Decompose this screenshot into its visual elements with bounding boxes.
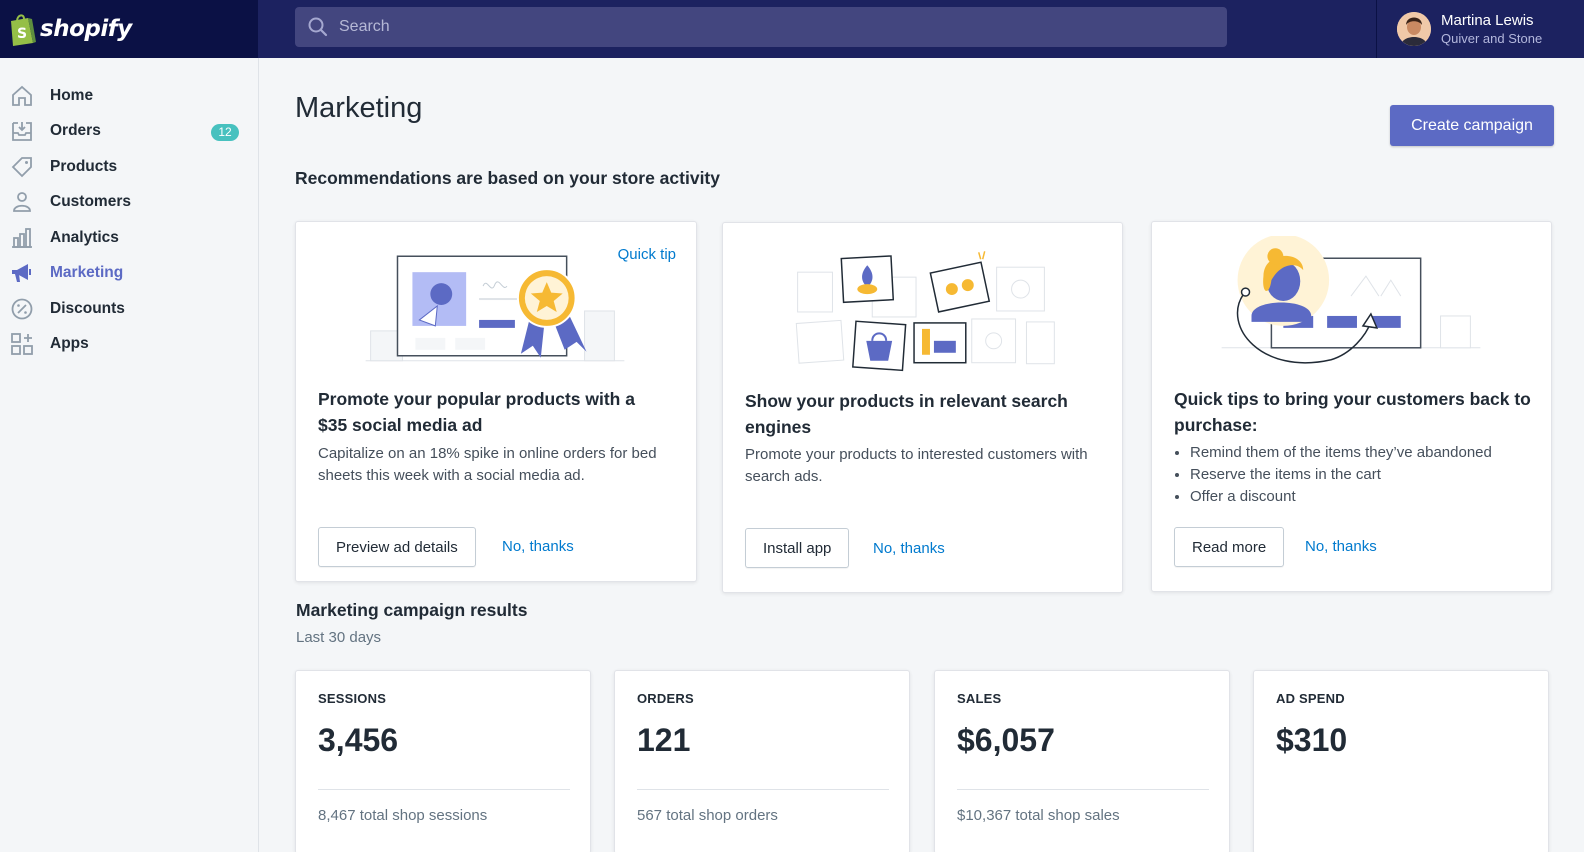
store-name: Quiver and Stone bbox=[1441, 30, 1543, 46]
stat-label: SESSIONS bbox=[318, 691, 387, 706]
stat-total: 567 total shop orders bbox=[637, 807, 778, 824]
card-description: Promote your products to interested cust… bbox=[745, 446, 1088, 485]
dismiss-link[interactable]: No, thanks bbox=[502, 538, 574, 555]
sidebar-item-label: Analytics bbox=[50, 228, 119, 246]
search-icon bbox=[308, 17, 328, 37]
card-description: Capitalize on an 18% spike in online ord… bbox=[318, 445, 657, 484]
results-period: Last 30 days bbox=[296, 629, 382, 646]
sidebar-item-label: Discounts bbox=[50, 299, 125, 317]
recommendation-card-social-ad: Quick tip Promote your popular products … bbox=[295, 221, 697, 582]
card-title: Quick tips to bring your customers back … bbox=[1174, 389, 1531, 435]
card-title: Show your products in relevant search en… bbox=[745, 391, 1068, 437]
read-more-button[interactable]: Read more bbox=[1174, 527, 1285, 567]
quick-tip-label[interactable]: Quick tip bbox=[617, 246, 676, 263]
stat-card-sales: SALES $6,057 $10,367 total shop sales bbox=[934, 670, 1230, 852]
avatar bbox=[1397, 12, 1431, 46]
sidebar-item-apps[interactable]: Apps bbox=[0, 327, 258, 363]
recommendations-heading: Recommendations are based on your store … bbox=[295, 168, 720, 188]
card-title: Promote your popular products with a $35… bbox=[318, 389, 635, 435]
award-ribbon-illustration bbox=[365, 255, 625, 362]
stat-card-ad-spend: AD SPEND $310 bbox=[1253, 670, 1549, 852]
user-name: Martina Lewis bbox=[1441, 11, 1534, 29]
stat-value: $6,057 bbox=[957, 722, 1055, 758]
create-campaign-button[interactable]: Create campaign bbox=[1390, 105, 1554, 146]
svg-text:S: S bbox=[17, 26, 27, 42]
stat-card-sessions: SESSIONS 3,456 8,467 total shop sessions bbox=[295, 670, 591, 852]
user-menu[interactable]: Martina Lewis Quiver and Stone bbox=[1376, 0, 1584, 58]
stat-value: 3,456 bbox=[318, 722, 399, 758]
sidebar-item-label: Home bbox=[50, 86, 94, 104]
card-bullet-list: Remind them of the items they’ve abandon… bbox=[1174, 442, 1534, 508]
home-icon bbox=[12, 85, 32, 106]
divider bbox=[957, 789, 1209, 790]
sidebar-item-label: Products bbox=[50, 157, 118, 175]
sidebar: Home Orders 12 Products Customers Analyt… bbox=[0, 58, 259, 852]
sidebar-item-orders[interactable]: Orders 12 bbox=[0, 114, 258, 150]
product-tiles-illustration bbox=[795, 251, 1055, 372]
install-app-button[interactable]: Install app bbox=[745, 528, 850, 568]
tag-icon bbox=[11, 156, 32, 178]
stat-label: ORDERS bbox=[637, 691, 694, 706]
stat-label: SALES bbox=[957, 691, 1002, 706]
top-bar: S shopify Martina Lewis Quiver and Stone bbox=[0, 0, 1584, 58]
shopify-bag-icon: S bbox=[11, 14, 36, 46]
recommendation-card-search-ads: Show your products in relevant search en… bbox=[722, 222, 1123, 593]
orders-icon bbox=[12, 122, 32, 142]
page-title: Marketing bbox=[295, 92, 423, 124]
sidebar-item-label: Orders bbox=[50, 122, 101, 140]
sidebar-item-marketing[interactable]: Marketing bbox=[0, 256, 258, 292]
apps-grid-icon bbox=[11, 333, 33, 356]
bullet-item: Offer a discount bbox=[1190, 486, 1534, 508]
recommendation-card-customer-tips: Quick tips to bring your customers back … bbox=[1151, 221, 1552, 592]
stat-card-orders: ORDERS 121 567 total shop orders bbox=[614, 670, 910, 852]
sidebar-item-discounts[interactable]: Discounts bbox=[0, 291, 258, 327]
stat-value: $310 bbox=[1276, 722, 1348, 758]
stat-value: 121 bbox=[637, 722, 691, 758]
stat-label: AD SPEND bbox=[1276, 691, 1345, 706]
sidebar-item-label: Marketing bbox=[50, 264, 124, 282]
sidebar-item-products[interactable]: Products bbox=[0, 149, 258, 185]
sidebar-item-label: Apps bbox=[50, 335, 89, 353]
returning-customer-illustration bbox=[1221, 236, 1481, 364]
megaphone-icon bbox=[12, 264, 31, 283]
dismiss-link[interactable]: No, thanks bbox=[873, 540, 945, 557]
brand-name: shopify bbox=[40, 16, 132, 42]
stat-total: 8,467 total shop sessions bbox=[318, 807, 488, 824]
person-icon bbox=[13, 192, 31, 213]
sidebar-item-analytics[interactable]: Analytics bbox=[0, 220, 258, 256]
sidebar-item-customers[interactable]: Customers bbox=[0, 185, 258, 221]
sidebar-item-label: Customers bbox=[50, 193, 131, 211]
preview-ad-details-button[interactable]: Preview ad details bbox=[318, 527, 476, 567]
bar-chart-icon bbox=[12, 227, 32, 248]
dismiss-link[interactable]: No, thanks bbox=[1305, 538, 1377, 555]
divider bbox=[318, 789, 570, 790]
divider bbox=[637, 789, 889, 790]
orders-count-badge: 12 bbox=[211, 123, 239, 141]
avatar-icon bbox=[1397, 12, 1431, 46]
search-input[interactable] bbox=[339, 18, 1199, 36]
bullet-item: Remind them of the items they’ve abandon… bbox=[1190, 442, 1534, 464]
stat-total: $10,367 total shop sales bbox=[957, 807, 1120, 824]
sidebar-item-home[interactable]: Home bbox=[0, 78, 258, 114]
bullet-item: Reserve the items in the cart bbox=[1190, 464, 1534, 486]
results-title: Marketing campaign results bbox=[296, 600, 528, 620]
percent-icon bbox=[11, 298, 33, 320]
search-bar[interactable] bbox=[295, 7, 1227, 47]
logo[interactable]: S shopify bbox=[0, 0, 258, 58]
